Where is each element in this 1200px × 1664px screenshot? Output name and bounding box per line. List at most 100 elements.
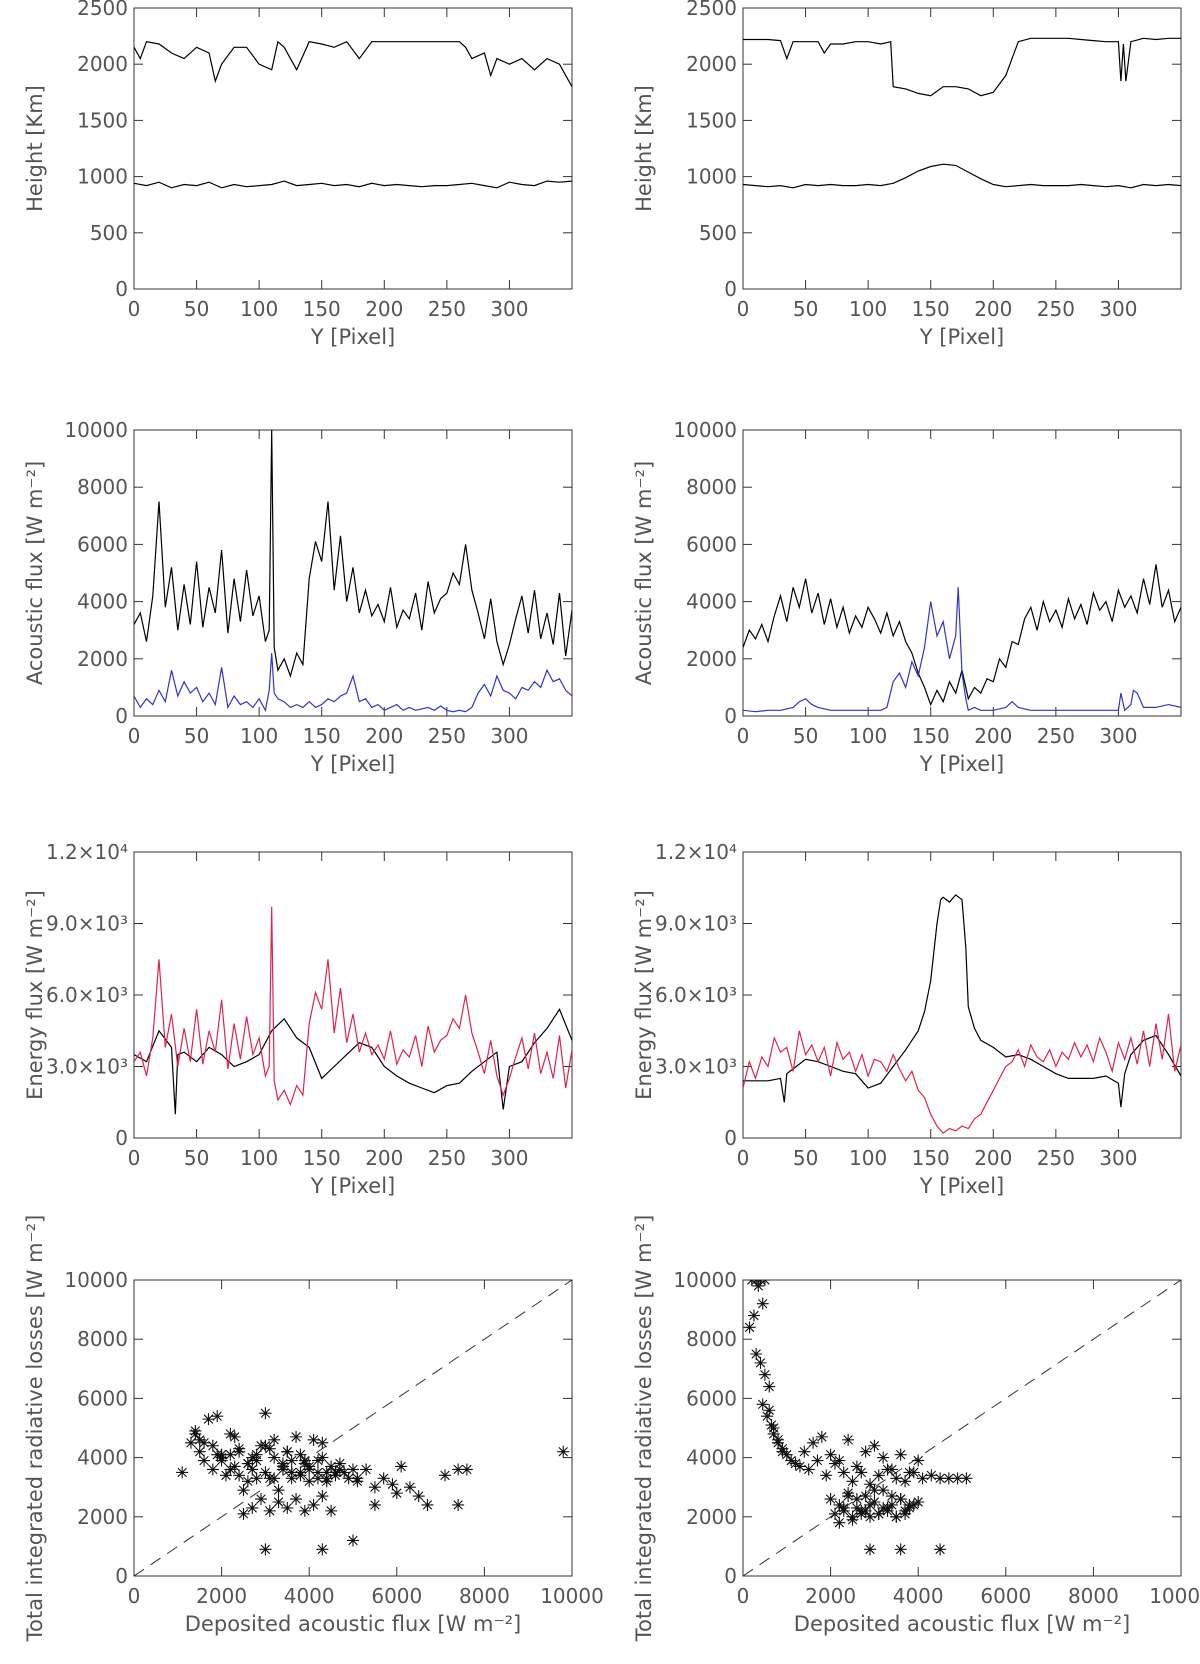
x-tick-label: 10000	[1149, 1584, 1200, 1608]
x-tick-label: 200	[974, 1146, 1012, 1170]
scatter-point	[859, 1504, 872, 1517]
scatter-point	[833, 1516, 846, 1529]
series-line-1	[743, 37, 1181, 97]
scatter-point	[368, 1498, 381, 1511]
x-tick-label: 100	[240, 1146, 278, 1170]
x-tick-label: 250	[1037, 724, 1075, 748]
scatter-point	[272, 1496, 285, 1508]
scatter-point	[403, 1481, 416, 1494]
y-tick-label: 1000	[77, 165, 128, 189]
x-tick-label: 10000	[540, 1584, 604, 1608]
y-tick-label: 3.0×10³	[46, 1055, 128, 1079]
x-tick-label: 300	[1099, 1146, 1137, 1170]
scatter-point	[850, 1493, 863, 1506]
scatter-point	[211, 1448, 224, 1461]
y-tick-label: 6000	[77, 532, 128, 556]
x-axis-label: Y [Pixel]	[919, 1174, 1004, 1198]
scatter-point	[824, 1493, 837, 1506]
x-tick-label: 50	[184, 297, 209, 321]
scatter-point	[934, 1472, 947, 1485]
scatter-point	[259, 1466, 272, 1479]
scatter-point	[193, 1445, 206, 1458]
y-tick-label: 10000	[64, 1268, 128, 1292]
scatter-point	[828, 1507, 841, 1520]
scatter-point	[912, 1454, 925, 1467]
scatter-point	[233, 1469, 246, 1482]
x-tick-label: 4000	[893, 1584, 944, 1608]
scatter-point	[894, 1543, 907, 1556]
plot-frame	[133, 429, 573, 717]
scatter-point	[763, 1404, 776, 1417]
x-tick-label: 100	[240, 297, 278, 321]
x-tick-label: 150	[912, 1146, 950, 1170]
plot-area	[134, 40, 572, 189]
scatter-point	[747, 1309, 760, 1322]
panel-4: 0 50 100 150 200 250 300 0 2000 4000 6000 8000 10000…	[632, 418, 1182, 776]
scatter-point	[184, 1436, 197, 1449]
y-tick-label: 3.0×10³	[655, 1055, 737, 1079]
x-tick-label: 250	[428, 724, 466, 748]
scatter-point	[211, 1410, 224, 1423]
y-tick-label: 10000	[64, 418, 128, 442]
scatter-point	[276, 1463, 289, 1476]
y-tick-label: 8000	[77, 1327, 128, 1351]
plot-frame	[742, 429, 1182, 717]
y-tick-label: 8000	[77, 475, 128, 499]
panel-5: 0 50 100 150 200 250 300 0 3.0×10³ 6.0×10³ 9.0×10³…	[23, 840, 573, 1198]
y-tick-label: 8000	[686, 1327, 737, 1351]
scatter-point	[890, 1510, 903, 1523]
scatter-point	[198, 1454, 211, 1467]
x-axis-label: Y [Pixel]	[919, 752, 1004, 776]
plot-area	[134, 906, 572, 1115]
scatter-point	[811, 1454, 824, 1467]
scatter-point	[885, 1490, 898, 1503]
x-tick-label: 250	[428, 1146, 466, 1170]
series-line-1	[134, 40, 572, 87]
scatter-point	[303, 1475, 316, 1488]
y-tick-label: 0	[724, 1126, 737, 1150]
series-line-1	[743, 894, 1181, 1108]
scatter-point	[864, 1498, 877, 1511]
y-tick-label: 4000	[686, 1446, 737, 1470]
y-tick-label: 2000	[77, 1505, 128, 1529]
y-tick-label: 9.0×10³	[655, 912, 737, 936]
scatter-point	[859, 1490, 872, 1503]
scatter-point	[850, 1460, 863, 1473]
scatter-point	[916, 1472, 929, 1485]
scatter-point	[890, 1472, 903, 1485]
scatter-point	[899, 1475, 912, 1488]
x-tick-label: 0	[128, 724, 141, 748]
scatter-point	[763, 1380, 776, 1393]
y-tick-label: 1500	[686, 108, 737, 132]
x-tick-label: 150	[303, 724, 341, 748]
x-tick-label: 150	[303, 1146, 341, 1170]
scatter-point	[246, 1463, 259, 1476]
scatter-point	[193, 1433, 206, 1446]
y-tick-label: 1000	[686, 165, 737, 189]
y-tick-label: 4000	[686, 590, 737, 614]
series-line-2	[743, 587, 1181, 713]
scatter-point	[224, 1448, 237, 1461]
scatter-point	[894, 1448, 907, 1461]
scatter-point	[316, 1490, 329, 1503]
x-axis-label: Y [Pixel]	[310, 325, 395, 349]
panel-7: 0 2000 4000 6000 8000 10000 0 2000 4000 6000 8000 1…	[23, 1215, 604, 1643]
x-tick-label: 300	[1099, 724, 1137, 748]
scatter-point	[421, 1498, 434, 1511]
x-tick-label: 50	[184, 1146, 209, 1170]
y-axis-label: Energy flux [W m⁻²]	[23, 890, 47, 1100]
scatter-point	[307, 1498, 320, 1511]
scatter-point	[868, 1496, 881, 1508]
y-axis-label: Energy flux [W m⁻²]	[632, 890, 656, 1100]
y-tick-label: 2000	[686, 647, 737, 671]
scatter-point	[360, 1463, 373, 1476]
scatter-point	[789, 1457, 802, 1470]
scatter-point	[298, 1504, 311, 1517]
scatter-point	[316, 1543, 329, 1556]
y-tick-label: 0	[115, 704, 128, 728]
series-line-2	[743, 163, 1181, 189]
y-tick-label: 0	[724, 1564, 737, 1588]
scatter-point	[281, 1501, 294, 1514]
x-tick-label: 200	[365, 297, 403, 321]
panel-1: 0 50 100 150 200 250 300 0 500 1000 1500 2000 2500 Y …	[23, 0, 573, 349]
